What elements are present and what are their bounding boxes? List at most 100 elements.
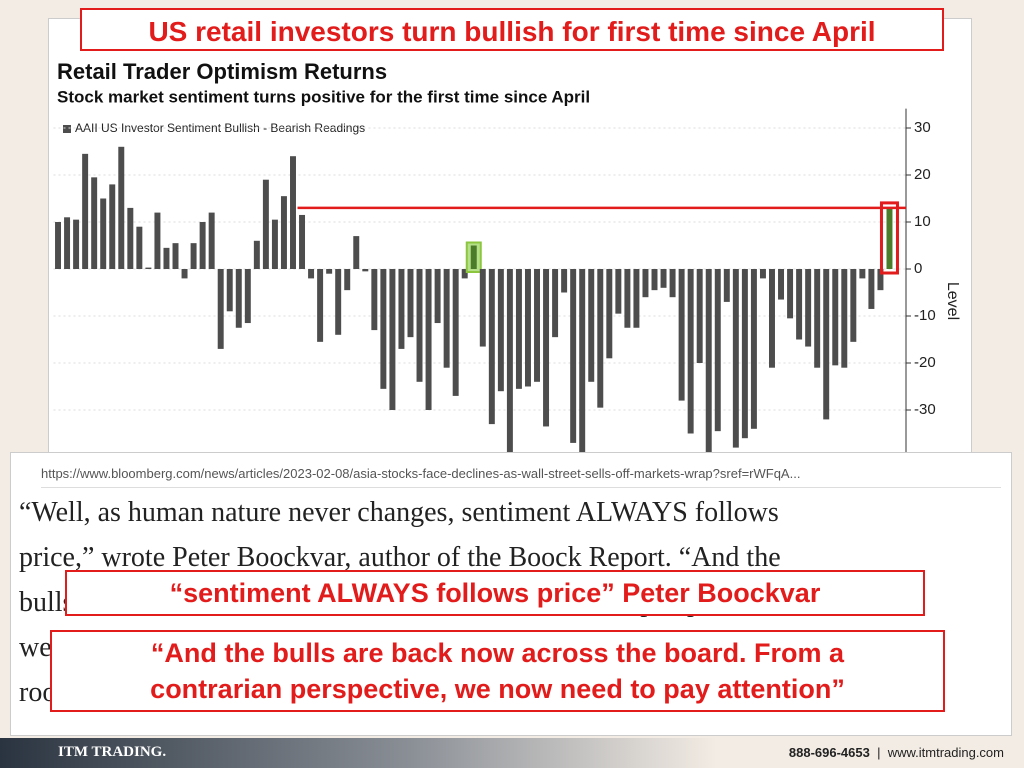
bar xyxy=(443,269,450,368)
bar xyxy=(669,269,676,298)
bar xyxy=(190,243,197,269)
bar xyxy=(55,222,62,269)
chart: Retail Trader Optimism Returns Stock mar… xyxy=(53,59,961,456)
bar xyxy=(732,269,739,448)
bar xyxy=(109,184,116,269)
bar xyxy=(371,269,378,331)
bar xyxy=(326,269,333,274)
bar xyxy=(488,269,495,425)
bar xyxy=(461,269,468,279)
chart-subtitle: Stock market sentiment turns positive fo… xyxy=(57,87,590,106)
y-tick-label: -20 xyxy=(914,354,936,371)
bar xyxy=(814,269,821,368)
bar xyxy=(136,226,143,269)
url-bar: https://www.bloomberg.com/news/articles/… xyxy=(41,461,1001,488)
bar xyxy=(624,269,631,328)
bar xyxy=(552,269,559,338)
bar xyxy=(506,269,513,456)
highlight-box xyxy=(879,201,899,275)
bar xyxy=(434,269,441,324)
bar xyxy=(859,269,866,279)
bar xyxy=(515,269,522,389)
bar xyxy=(226,269,233,312)
bar xyxy=(877,269,884,291)
bar xyxy=(606,269,613,359)
bar xyxy=(705,269,712,456)
bar xyxy=(543,269,550,427)
bar xyxy=(380,269,387,389)
bar xyxy=(470,245,477,269)
bar xyxy=(100,198,107,269)
bar xyxy=(317,269,324,342)
bar xyxy=(73,219,80,269)
bar xyxy=(868,269,875,309)
bar xyxy=(759,269,766,279)
bar xyxy=(633,269,640,328)
bar xyxy=(91,177,98,269)
y-axis-label: Level xyxy=(944,282,961,320)
bar xyxy=(344,269,351,291)
bar xyxy=(271,219,278,269)
y-tick-label: 20 xyxy=(914,166,931,183)
bar xyxy=(497,269,504,392)
bar xyxy=(308,269,315,279)
bar xyxy=(244,269,251,324)
bar xyxy=(660,269,667,288)
bar xyxy=(723,269,730,302)
bar xyxy=(534,269,540,382)
callout: “And the bulls are back now across the b… xyxy=(50,630,945,712)
bar xyxy=(353,236,360,269)
y-tick-label: 10 xyxy=(914,213,931,230)
bar xyxy=(154,212,161,269)
bar xyxy=(561,269,568,293)
bar xyxy=(235,269,242,328)
bar xyxy=(796,269,803,340)
legend-swatch xyxy=(63,125,71,133)
bar xyxy=(642,269,649,298)
bar xyxy=(651,269,658,291)
bar xyxy=(299,214,306,269)
phone: 888-696-4653 xyxy=(788,745,870,760)
y-tick-label: -10 xyxy=(914,307,936,324)
bar xyxy=(832,269,839,366)
bar xyxy=(886,207,893,269)
bar xyxy=(597,269,604,408)
bar xyxy=(425,269,432,410)
bar xyxy=(407,269,414,338)
chart-title: Retail Trader Optimism Returns xyxy=(57,59,387,84)
bar xyxy=(696,269,703,363)
bar xyxy=(678,269,685,401)
bar xyxy=(615,269,622,314)
bar xyxy=(82,153,89,269)
website: www.itmtrading.com xyxy=(887,745,1004,760)
bar xyxy=(769,269,775,368)
bar xyxy=(579,269,586,456)
bar xyxy=(398,269,405,349)
footer: ITM TRADING. 888-696-4653 | www.itmtradi… xyxy=(0,738,1024,768)
chart-window: Retail Trader Optimism Returns Stock mar… xyxy=(48,18,972,457)
logo: ITM TRADING. xyxy=(58,744,167,760)
bar xyxy=(479,269,486,347)
bar xyxy=(714,269,721,432)
bar xyxy=(778,269,785,300)
bar xyxy=(823,269,830,420)
bar xyxy=(118,146,125,269)
bar xyxy=(163,247,170,269)
bar xyxy=(389,269,396,410)
article-line: “Well, as human nature never changes, se… xyxy=(19,497,779,528)
bar xyxy=(290,156,296,269)
bar xyxy=(208,212,215,269)
bar xyxy=(280,196,287,269)
bar xyxy=(750,269,757,429)
y-tick-label: 0 xyxy=(914,260,922,277)
y-tick-label: 30 xyxy=(914,119,931,136)
callout: “sentiment ALWAYS follows price” Peter B… xyxy=(65,570,925,616)
bar xyxy=(524,269,531,387)
bar xyxy=(335,269,342,335)
bar xyxy=(452,269,459,396)
bar xyxy=(181,269,188,279)
bar xyxy=(362,269,369,272)
bar xyxy=(172,243,179,269)
bar xyxy=(145,267,152,269)
